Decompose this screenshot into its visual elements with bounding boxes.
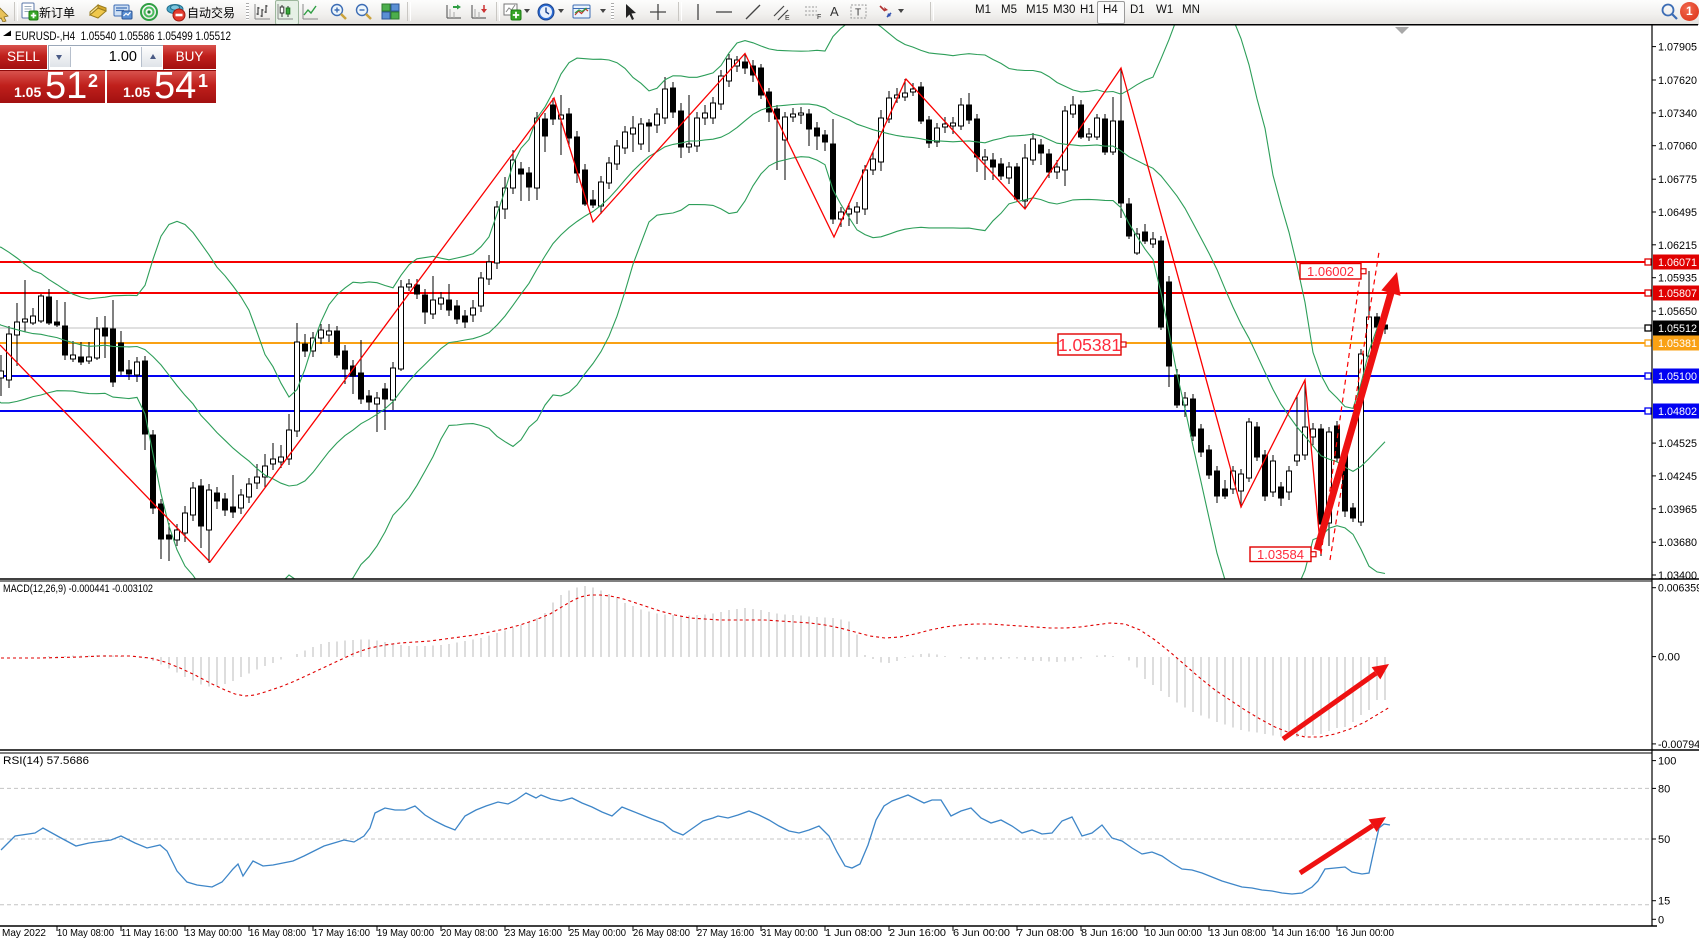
svg-text:T: T [855,8,861,19]
svg-text:25 May 00:00: 25 May 00:00 [569,927,626,939]
svg-text:13 May 00:00: 13 May 00:00 [185,927,242,939]
svg-text:0.00: 0.00 [1658,652,1680,664]
svg-text:1.03400: 1.03400 [1658,570,1697,582]
svg-text:100: 100 [1658,756,1676,768]
svg-text:1.06775: 1.06775 [1658,174,1697,186]
svg-text:16 May 08:00: 16 May 08:00 [249,927,306,939]
svg-text:1.04245: 1.04245 [1658,471,1697,483]
svg-text:1.04525: 1.04525 [1658,438,1697,450]
svg-text:1.04802: 1.04802 [1658,406,1697,418]
svg-text:1.06002: 1.06002 [1307,264,1354,279]
svg-text:1.07620: 1.07620 [1658,75,1697,87]
svg-text:1.06495: 1.06495 [1658,207,1697,219]
svg-text:1.03584: 1.03584 [1257,547,1304,562]
svg-text:1.03680: 1.03680 [1658,537,1697,549]
svg-text:1.03965: 1.03965 [1658,504,1697,516]
svg-text:1 Jun 08:00: 1 Jun 08:00 [825,927,882,939]
svg-text:-0.007949: -0.007949 [1658,739,1699,751]
svg-text:14 Jun 16:00: 14 Jun 16:00 [1273,927,1330,939]
svg-text:1.05381: 1.05381 [1658,338,1697,350]
svg-text:1.07905: 1.07905 [1658,42,1697,54]
svg-text:1.05650: 1.05650 [1658,306,1697,318]
svg-text:1.06071: 1.06071 [1658,257,1697,269]
svg-text:7 Jun 08:00: 7 Jun 08:00 [1017,927,1074,939]
svg-text:11 May 16:00: 11 May 16:00 [121,927,178,939]
svg-text:0.006359: 0.006359 [1658,583,1699,595]
svg-text:50: 50 [1658,834,1670,846]
svg-text:MACD(12,26,9) -0.000441 -0.003: MACD(12,26,9) -0.000441 -0.003102 [3,583,153,595]
svg-text:80: 80 [1658,783,1670,795]
svg-text:0: 0 [1658,914,1664,926]
svg-text:1.07060: 1.07060 [1658,141,1697,153]
svg-text:2 Jun 16:00: 2 Jun 16:00 [889,927,946,939]
svg-text:19 May 00:00: 19 May 00:00 [377,927,434,939]
svg-text:27 May 16:00: 27 May 16:00 [697,927,754,939]
svg-text:1.06215: 1.06215 [1658,240,1697,252]
svg-text:10 May 08:00: 10 May 08:00 [57,927,114,939]
svg-text:31 May 00:00: 31 May 00:00 [761,927,818,939]
svg-text:6 Jun 00:00: 6 Jun 00:00 [953,927,1010,939]
svg-text:16 Jun 00:00: 16 Jun 00:00 [1337,927,1394,939]
svg-text:17 May 16:00: 17 May 16:00 [313,927,370,939]
svg-text:1.05807: 1.05807 [1658,288,1697,300]
svg-text:F: F [817,14,821,21]
svg-text:EURUSD-,H4 1.05540 1.05586 1.: EURUSD-,H4 1.05540 1.05586 1.05499 1.055… [15,29,231,43]
svg-text:23 May 16:00: 23 May 16:00 [505,927,562,939]
svg-text:15: 15 [1658,896,1670,908]
svg-text:8 Jun 16:00: 8 Jun 16:00 [1081,927,1138,939]
svg-text:RSI(14) 57.5686: RSI(14) 57.5686 [3,755,89,767]
svg-text:1.05935: 1.05935 [1658,273,1697,285]
svg-text:10 Jun 00:00: 10 Jun 00:00 [1145,927,1202,939]
svg-text:1.07340: 1.07340 [1658,108,1697,120]
svg-text:26 May 08:00: 26 May 08:00 [633,927,690,939]
svg-text:May 2022: May 2022 [2,927,46,939]
svg-text:20 May 08:00: 20 May 08:00 [441,927,498,939]
svg-text:1.05381: 1.05381 [1058,335,1121,355]
svg-text:1.05100: 1.05100 [1658,371,1697,383]
svg-text:E: E [785,15,790,22]
svg-text:1.05512: 1.05512 [1658,323,1697,335]
svg-text:13 Jun 08:00: 13 Jun 08:00 [1209,927,1266,939]
